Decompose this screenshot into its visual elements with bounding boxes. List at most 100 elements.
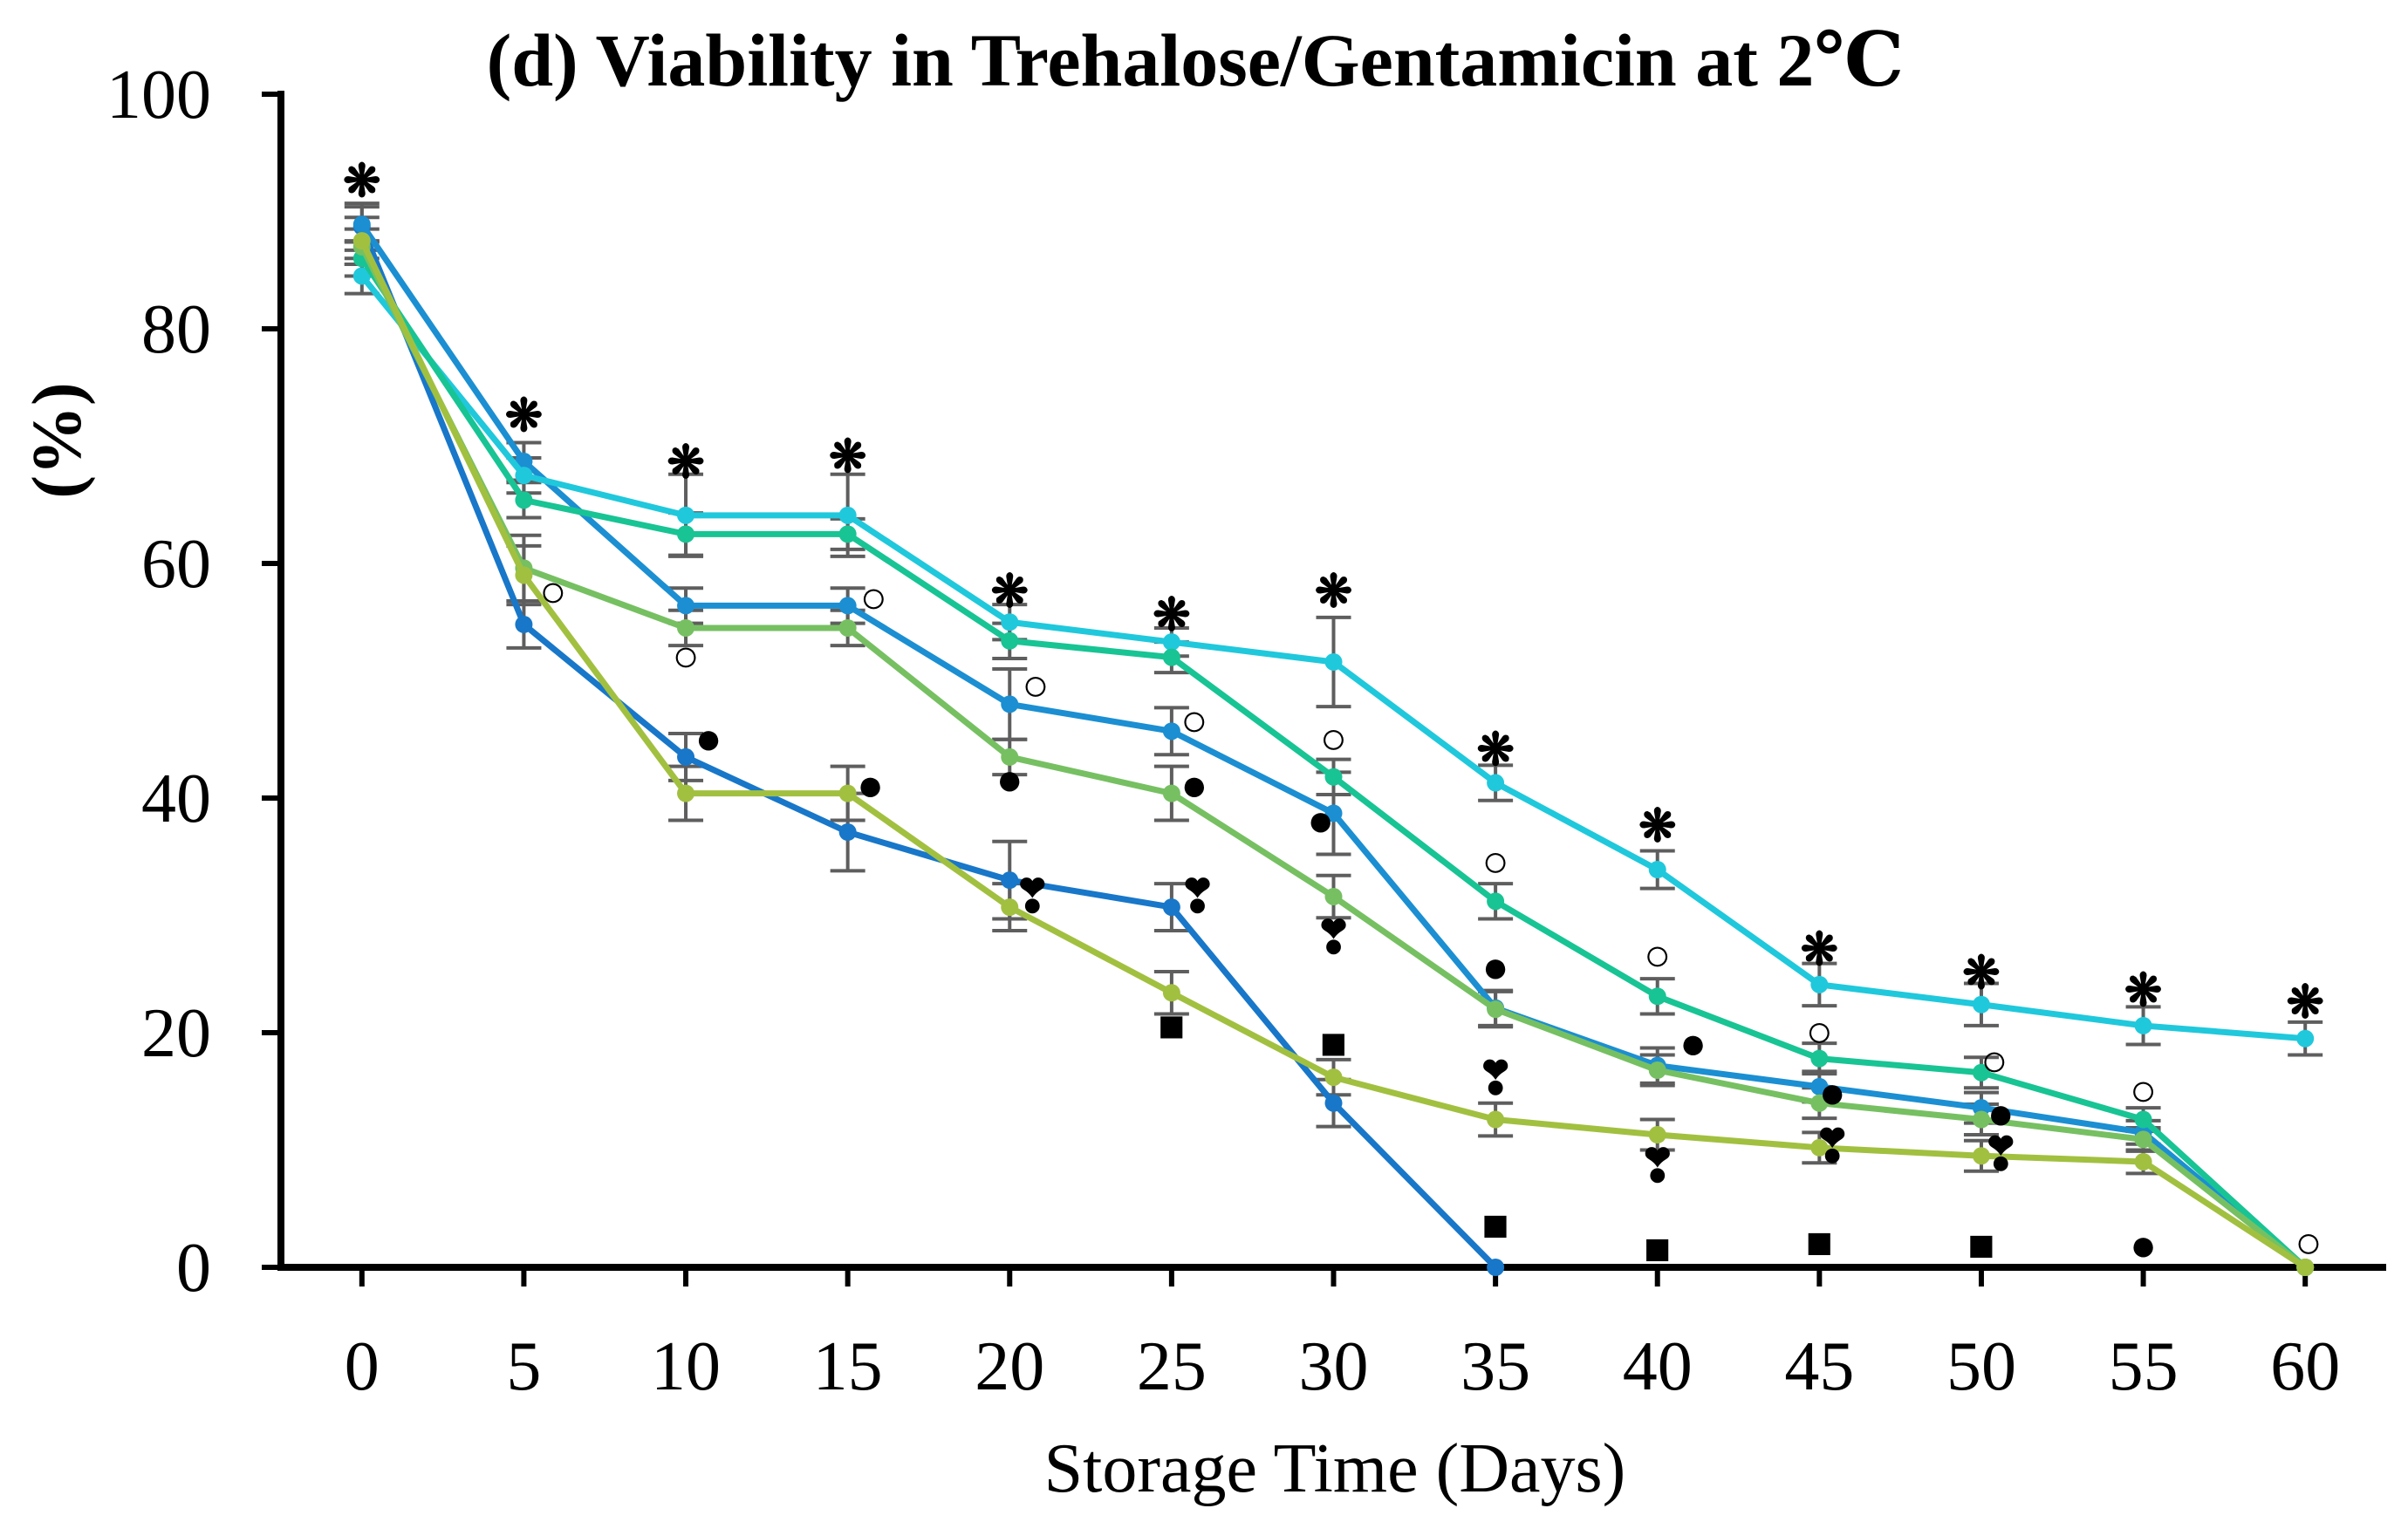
data-point [1324,652,1343,671]
significance-marker: ❋ [667,439,705,488]
data-point [1324,804,1343,822]
significance-marker: ❋ [1315,568,1353,618]
significance-markers: ❋❋❋ ❋❋ ❋ ❋❋❋❋ ❋ ❋ ❋○○○○○ ○○○○○○○●● ● ●●●●● ●●❣ ❣❣❣❣… [343,157,2324,1274]
data-point [1162,722,1180,741]
y-tick-label: 40 [141,761,211,837]
significance-marker: ❋ [829,433,867,482]
significance-marker: ❋ [1801,925,1839,975]
significance-marker: ● [1180,761,1207,811]
data-point [2296,1029,2315,1048]
y-tick-label: 20 [141,995,211,1072]
significance-marker: ● [996,755,1023,805]
significance-marker: ● [2130,1221,2157,1271]
data-point [2134,1152,2152,1171]
significance-marker: ❋ [343,157,381,207]
data-point [515,566,533,584]
data-point [1972,1110,1990,1129]
data-point [1324,1068,1343,1087]
significance-marker: ❣ [1638,1143,1677,1192]
data-point [838,618,857,637]
data-point [1972,1147,1990,1165]
x-tick-label: 50 [1946,1328,2016,1405]
x-tick-label: 30 [1299,1328,1369,1405]
axes: 0 20 40 60 80 100 0 5 10 15 20 25 30 35 40 45 50 55 60 [106,57,2386,1405]
data-point [515,491,533,509]
significance-marker: ● [1987,1089,2015,1139]
data-point [1487,1000,1505,1019]
significance-marker: ○ [1022,661,1049,711]
data-point [1487,1110,1505,1129]
y-tick-label: 80 [141,291,211,368]
data-point [838,597,857,615]
significance-marker: ● [1818,1068,1845,1118]
data-point [1810,1077,1829,1095]
significance-marker: ❋ [1962,949,2001,999]
x-tick-label: 40 [1623,1328,1693,1405]
data-point [1648,861,1666,879]
significance-marker: ❋ [990,568,1029,618]
data-point [1324,887,1343,905]
data-point [838,525,857,543]
data-point [838,823,857,842]
significance-marker: ○ [2295,1218,2322,1268]
significance-marker: ○ [539,568,566,618]
data-point [1001,898,1019,917]
significance-marker: ❋ [2124,966,2163,1016]
data-point [1972,995,1990,1014]
data-point [1487,774,1505,792]
significance-marker: ■ [1806,1218,1833,1268]
data-point [677,618,695,637]
data-point [1810,1049,1829,1068]
significance-marker: ■ [1644,1225,1671,1274]
data-point [838,506,857,524]
data-point [1162,648,1180,666]
data-point [1162,784,1180,802]
data-point [2134,1110,2152,1129]
data-point [838,784,857,802]
significance-marker: ❋ [1476,726,1515,775]
significance-marker: ❋ [1153,591,1191,641]
data-point [677,784,695,802]
x-axis-title: Storage Time (Days) [1044,1430,1626,1507]
y-tick-label: 60 [141,526,211,603]
data-point [677,506,695,524]
x-tick-label: 15 [813,1328,883,1405]
significance-marker: ■ [1158,1001,1185,1051]
x-tick-label: 55 [2109,1328,2179,1405]
data-point [515,615,533,633]
data-point [352,267,371,285]
data-point [352,215,371,234]
data-point [1001,631,1019,650]
y-axis-title: (%) [19,382,96,498]
data-point [2134,1016,2152,1034]
data-point [1972,1063,1990,1082]
significance-marker: ● [694,714,722,764]
x-tick-label: 10 [651,1328,721,1405]
significance-marker: ○ [860,573,887,623]
significance-marker: ❋ [2286,978,2324,1027]
x-tick-label: 45 [1784,1328,1854,1405]
significance-marker: ❣ [1813,1123,1851,1172]
data-point [1162,898,1180,917]
significance-marker: ○ [1180,697,1207,747]
data-point [1324,768,1343,786]
significance-marker: ● [1679,1019,1707,1068]
significance-marker: ○ [1980,1037,2008,1087]
x-tick-label: 20 [975,1328,1044,1405]
data-point [352,232,371,250]
x-tick-label: 60 [2270,1328,2340,1405]
data-point [1001,747,1019,766]
y-tick-label: 0 [176,1230,211,1307]
data-point [1162,633,1180,652]
series-line-1 [359,223,1499,1271]
data-point [1648,1126,1666,1144]
data-point [2134,1130,2152,1149]
significance-marker: ■ [1481,1201,1508,1251]
significance-marker: ● [1307,796,1334,846]
significance-marker: ❋ [505,392,544,441]
significance-marker: ● [1481,943,1508,993]
significance-marker: ○ [1320,714,1347,764]
data-point [1487,1259,1505,1276]
